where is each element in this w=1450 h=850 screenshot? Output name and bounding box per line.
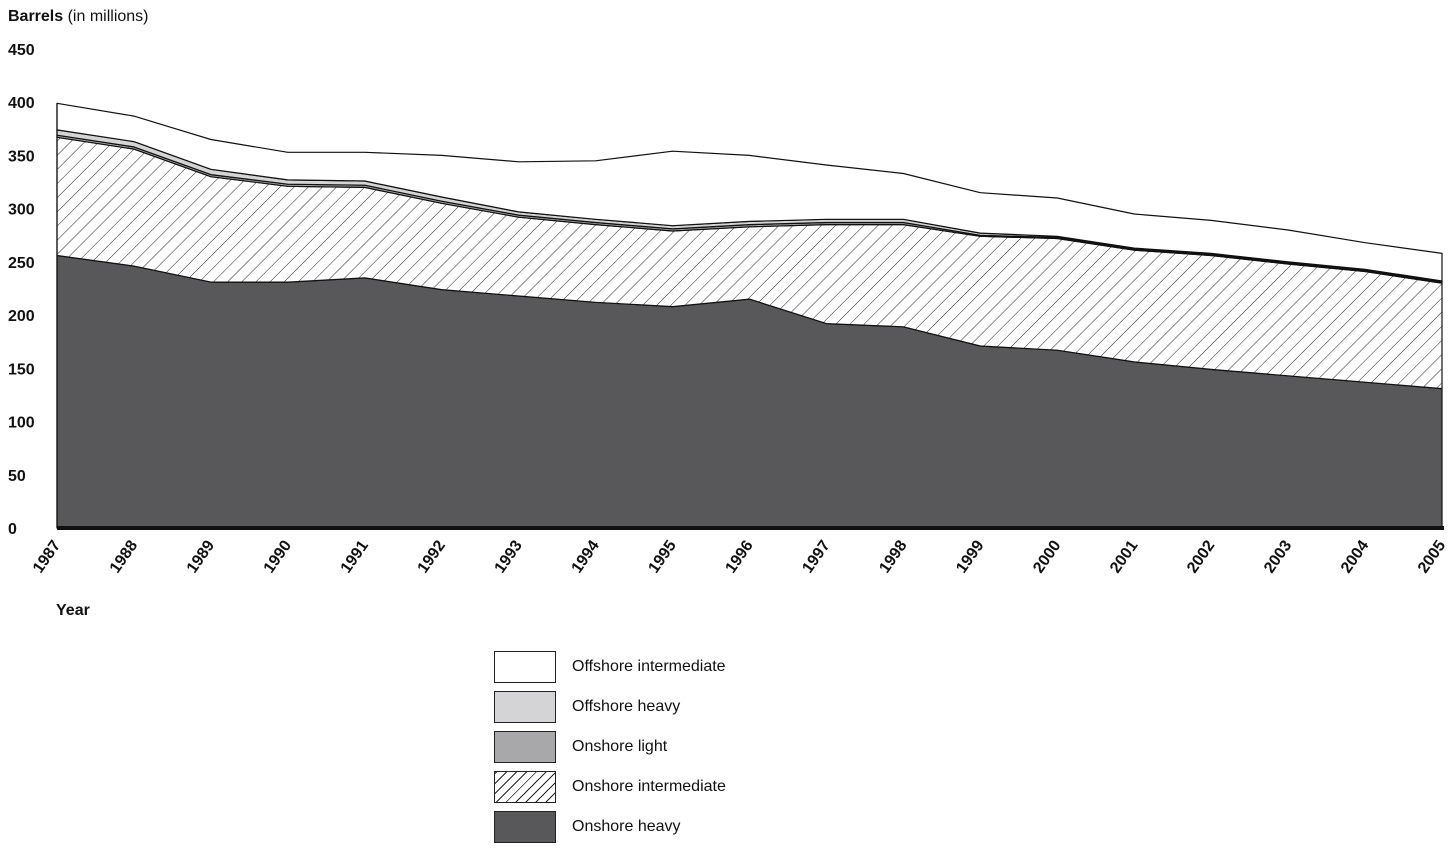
y-tick-label: 300 [8, 202, 35, 219]
legend-swatch [494, 691, 556, 723]
x-tick-label: 1997 [799, 537, 833, 576]
y-axis-label-units: (in millions) [63, 8, 149, 25]
y-axis-label-bold: Barrels [8, 8, 64, 25]
y-tick-label: 450 [8, 42, 35, 59]
area-layers [56, 102, 1443, 529]
legend-item: Onshore light [494, 730, 726, 764]
stacked-area-chart: 0 50 100 150 200 250 300 350 400 450 1987 1988 1989… [8, 42, 1449, 576]
x-tick-label: 1994 [569, 537, 603, 576]
x-tick-label: 1999 [953, 537, 987, 576]
x-tick-label: 1987 [30, 537, 64, 576]
y-tick-labels: 0 50 100 150 200 250 300 350 400 450 [8, 42, 35, 538]
legend: Offshore intermediate Offshore heavy Onsho… [494, 650, 726, 850]
y-tick-label: 0 [8, 521, 17, 538]
x-tick-label: 1989 [184, 537, 218, 576]
x-tick-label: 1996 [722, 537, 756, 576]
x-tick-label: 2001 [1107, 537, 1141, 576]
legend-label: Onshore light [572, 738, 668, 755]
y-tick-label: 150 [8, 361, 35, 378]
legend-label: Offshore intermediate [572, 658, 726, 675]
x-tick-label: 2005 [1415, 537, 1449, 576]
area-offshore-intermediate [56, 102, 1443, 282]
x-tick-label: 1991 [338, 537, 372, 576]
legend-item: Onshore intermediate [494, 770, 726, 804]
y-tick-label: 50 [8, 468, 26, 485]
x-tick-label: 1990 [261, 537, 295, 576]
x-tick-label: 2000 [1030, 537, 1064, 576]
legend-item: Offshore heavy [494, 690, 726, 724]
x-tick-label: 2003 [1261, 537, 1295, 576]
x-tick-label: 2002 [1184, 537, 1218, 576]
y-tick-label: 200 [8, 308, 35, 325]
x-tick-label: 1992 [415, 537, 449, 576]
y-tick-label: 100 [8, 415, 35, 432]
legend-swatch [494, 651, 556, 683]
legend-swatch [494, 731, 556, 763]
legend-label: Offshore heavy [572, 698, 681, 715]
legend-item: Offshore intermediate [494, 650, 726, 684]
y-tick-label: 250 [8, 255, 35, 272]
legend-swatch [494, 771, 556, 803]
legend-label: Onshore intermediate [572, 778, 726, 795]
legend-item: Onshore heavy [494, 810, 726, 844]
legend-swatch [494, 811, 556, 843]
y-tick-label: 350 [8, 148, 35, 165]
x-tick-label: 1993 [492, 537, 526, 576]
x-tick-label: 2004 [1338, 537, 1372, 576]
y-tick-label: 400 [8, 95, 35, 112]
y-axis-label: Barrels (in millions) [8, 8, 149, 26]
x-axis-label: Year [56, 602, 90, 619]
legend-label: Onshore heavy [572, 818, 681, 835]
x-tick-label: 1995 [645, 537, 679, 576]
x-tick-labels: 1987 1988 1989 1990 1991 1992 1993 1994 1995 1996… [30, 537, 1449, 576]
x-tick-label: 1988 [107, 537, 141, 576]
x-tick-label: 1998 [876, 537, 910, 576]
